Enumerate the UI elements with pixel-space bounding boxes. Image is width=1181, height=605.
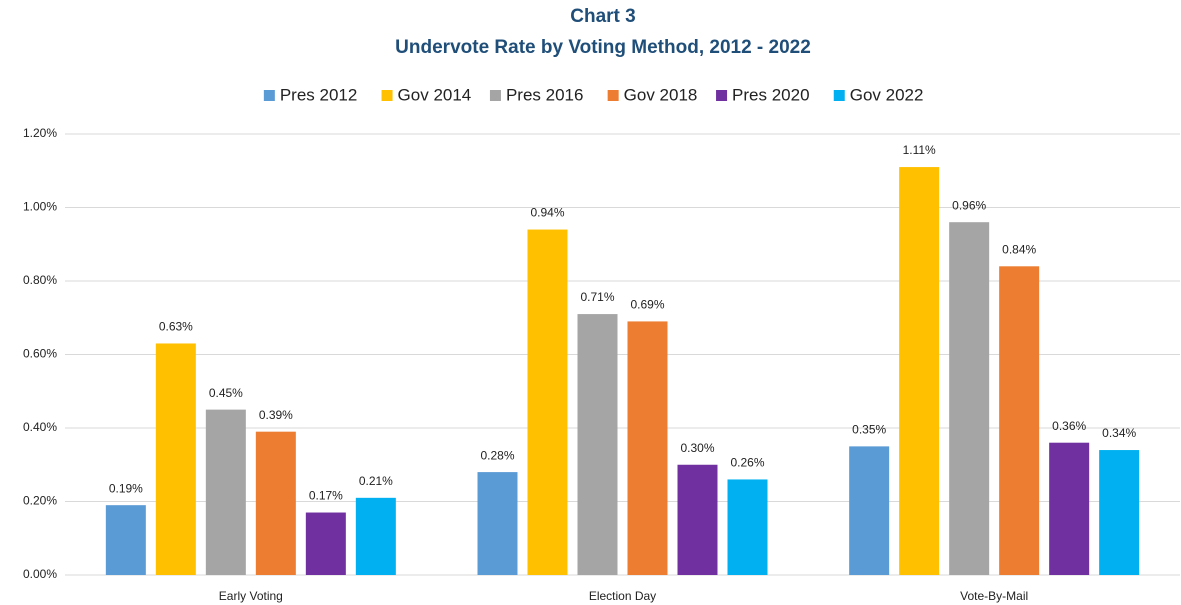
value-label: 0.36% [1052, 419, 1086, 433]
bar [727, 479, 768, 575]
bar [355, 497, 396, 575]
chart-subtitle: Undervote Rate by Voting Method, 2012 - … [395, 37, 811, 58]
value-label: 0.21% [359, 474, 393, 488]
bar [899, 167, 940, 575]
x-tick-label: Early Voting [219, 589, 283, 603]
legend-label: Gov 2014 [398, 85, 472, 104]
y-tick-label: 0.60% [23, 347, 57, 361]
legend-swatch [607, 90, 619, 101]
bar [849, 446, 890, 575]
bar [627, 321, 668, 575]
value-label: 0.84% [1002, 242, 1036, 256]
legend-label: Pres 2020 [732, 85, 810, 104]
bar [527, 229, 568, 576]
legend-label: Pres 2016 [506, 85, 584, 104]
legend-label: Gov 2018 [624, 85, 698, 104]
bar [577, 314, 618, 575]
bar [999, 266, 1040, 575]
legend-label: Pres 2012 [280, 85, 358, 104]
x-tick-label: Vote-By-Mail [960, 589, 1028, 603]
bar [255, 431, 296, 575]
value-label: 0.28% [480, 448, 514, 462]
x-tick-label: Election Day [589, 589, 656, 603]
y-tick-label: 1.20% [23, 126, 57, 140]
y-tick-label: 0.20% [23, 494, 57, 508]
value-label: 1.11% [903, 143, 936, 157]
value-label: 0.63% [159, 320, 193, 334]
bar [949, 222, 990, 575]
bar [1049, 442, 1090, 575]
y-tick-label: 0.80% [23, 273, 57, 287]
bar [305, 512, 346, 575]
value-label: 0.39% [259, 408, 293, 422]
bar [477, 472, 518, 575]
legend-swatch [489, 90, 501, 101]
legend-swatch [833, 90, 845, 101]
value-label: 0.19% [109, 481, 143, 495]
bar [1099, 450, 1140, 575]
legend-label: Gov 2022 [850, 85, 924, 104]
value-label: 0.30% [680, 441, 714, 455]
legend-swatch [716, 90, 728, 101]
value-label: 0.69% [630, 298, 664, 312]
value-label: 0.96% [952, 198, 986, 212]
chart-title: Chart 3 [570, 6, 635, 27]
bar [105, 505, 146, 575]
bar [677, 464, 718, 575]
bar [205, 409, 246, 575]
value-label: 0.17% [309, 489, 343, 503]
bar [155, 343, 196, 575]
y-tick-label: 1.00% [23, 200, 57, 214]
y-tick-label: 0.00% [23, 567, 57, 581]
value-label: 0.34% [1102, 426, 1136, 440]
legend-swatch [381, 90, 393, 101]
value-label: 0.35% [852, 423, 886, 437]
y-tick-label: 0.40% [23, 420, 57, 434]
legend-swatch [263, 90, 275, 101]
value-label: 0.26% [730, 456, 764, 470]
value-label: 0.94% [530, 206, 564, 220]
value-label: 0.71% [580, 290, 614, 304]
value-label: 0.45% [209, 386, 243, 400]
